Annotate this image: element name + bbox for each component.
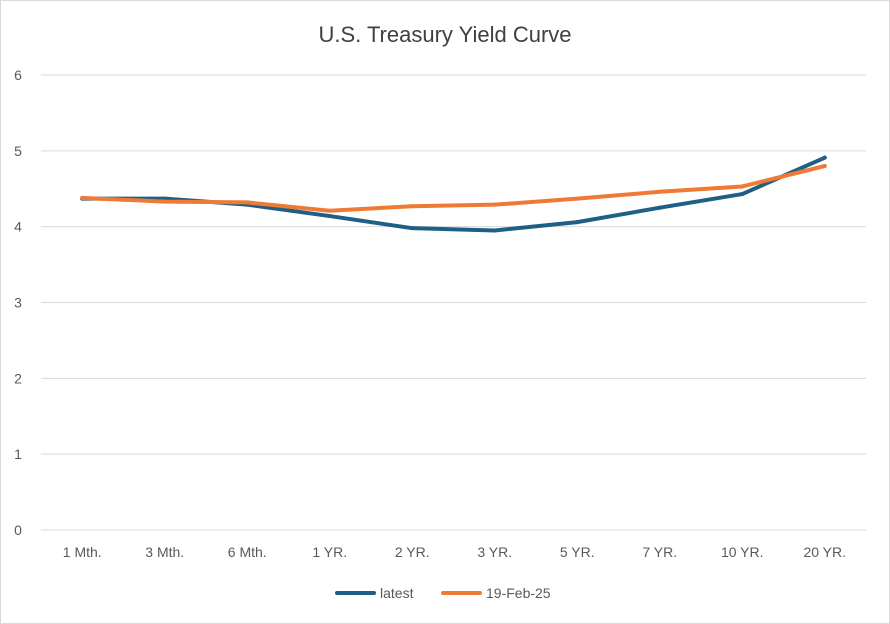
data-point [410, 204, 415, 209]
x-tick-label: 3 Mth. [145, 544, 184, 560]
x-axis-ticks: 1 Mth. 3 Mth. 6 Mth. 1 YR. 2 YR. 3 YR. 5 YR. 7 … [63, 544, 846, 560]
data-point [575, 220, 580, 225]
x-tick-label: 20 YR. [803, 544, 846, 560]
chart-title: U.S. Treasury Yield Curve [318, 22, 571, 47]
y-axis-ticks: 0 1 2 3 4 5 6 [14, 67, 22, 538]
y-tick-label: 1 [14, 446, 22, 462]
data-point [245, 200, 250, 205]
data-point [410, 226, 415, 231]
y-tick-label: 0 [14, 522, 22, 538]
data-point [327, 208, 332, 213]
data-point [657, 205, 662, 210]
y-tick-label: 4 [14, 219, 22, 235]
legend-label: latest [380, 585, 414, 601]
x-tick-label: 10 YR. [721, 544, 764, 560]
data-point [822, 164, 827, 168]
data-point [80, 195, 85, 200]
y-tick-label: 6 [14, 67, 22, 83]
series-lines [80, 155, 827, 233]
y-tick-label: 2 [14, 370, 22, 386]
x-tick-label: 3 YR. [477, 544, 512, 560]
data-point [492, 228, 497, 233]
data-point [740, 192, 745, 197]
x-tick-label: 1 YR. [312, 544, 347, 560]
series-line-0 [80, 155, 827, 233]
data-point [575, 196, 580, 201]
data-point [492, 202, 497, 207]
legend: latest 19-Feb-25 [335, 585, 551, 601]
x-tick-label: 6 Mth. [228, 544, 267, 560]
y-tick-label: 3 [14, 295, 22, 311]
x-tick-label: 1 Mth. [63, 544, 102, 560]
x-tick-label: 5 YR. [560, 544, 595, 560]
data-point [327, 214, 332, 219]
y-tick-label: 5 [14, 143, 22, 159]
data-point [822, 155, 827, 160]
x-tick-label: 7 YR. [642, 544, 677, 560]
x-tick-label: 2 YR. [395, 544, 430, 560]
series-line-1 [80, 164, 827, 213]
data-point [740, 184, 745, 189]
data-point [657, 189, 662, 194]
data-point [162, 199, 167, 204]
gridlines [41, 74, 866, 531]
legend-label: 19-Feb-25 [486, 585, 551, 601]
